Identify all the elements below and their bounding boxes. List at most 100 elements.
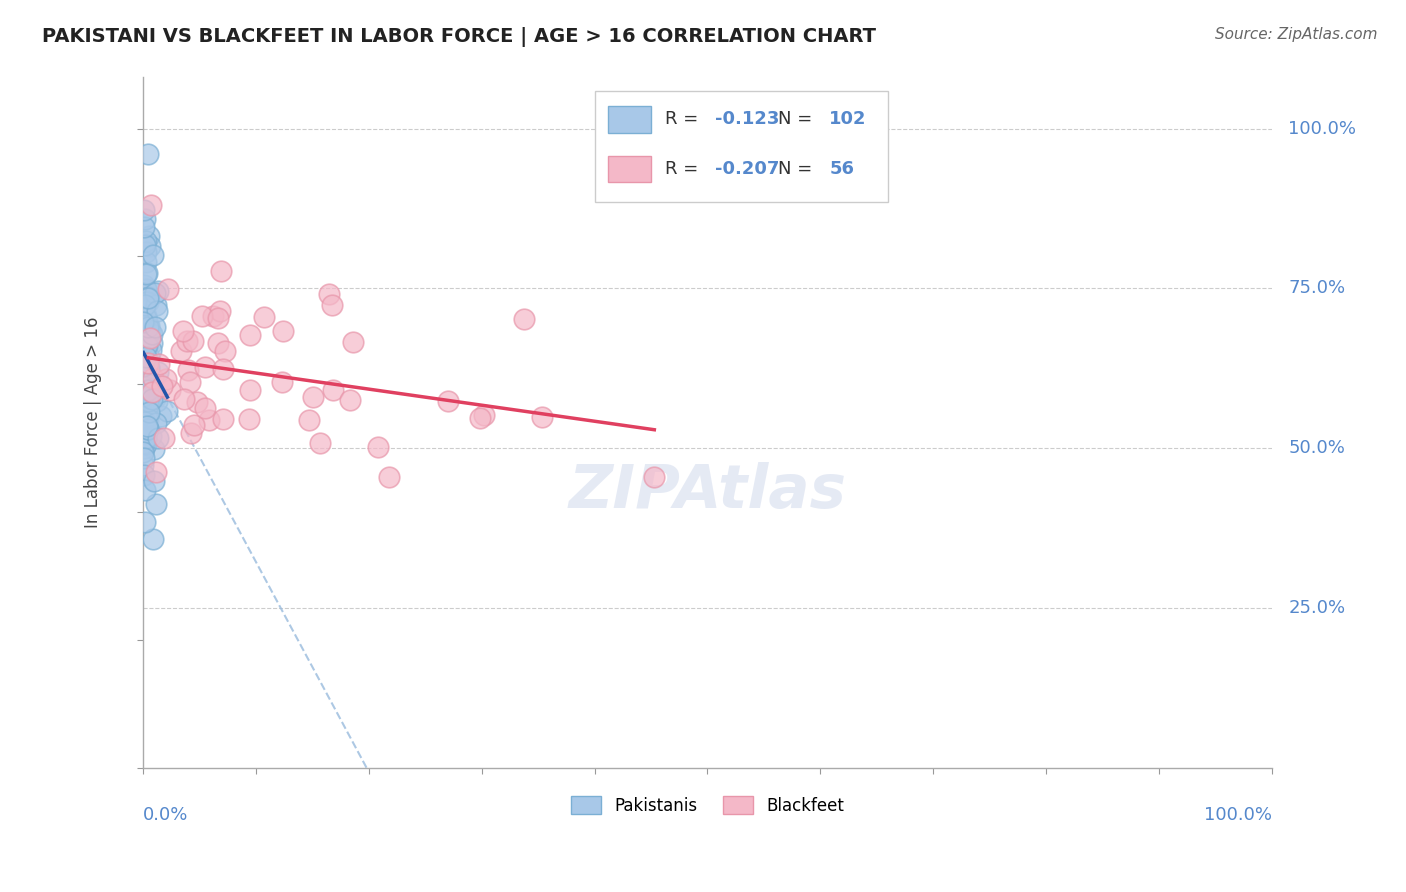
Point (159, 383, 181, 397)
Text: N =: N = (779, 110, 818, 128)
Point (138, 350, 160, 364)
Point (139, 392, 162, 407)
Point (132, 372, 155, 386)
Point (135, 234, 157, 248)
Point (134, 211, 156, 226)
Point (135, 332, 157, 346)
Point (437, 393, 460, 408)
Point (208, 303, 231, 318)
Point (207, 336, 229, 351)
Point (145, 416, 167, 430)
Point (136, 329, 159, 343)
Point (134, 417, 156, 432)
Point (138, 319, 160, 334)
Point (132, 458, 155, 472)
Point (132, 389, 155, 403)
Point (135, 431, 157, 445)
Point (169, 343, 191, 358)
Point (139, 343, 162, 357)
Point (136, 320, 159, 334)
Point (149, 409, 172, 423)
Point (141, 392, 163, 406)
Point (132, 379, 155, 393)
Point (339, 393, 361, 408)
Point (322, 383, 344, 397)
Point (135, 244, 157, 259)
Text: R =: R = (665, 110, 703, 128)
Point (139, 429, 162, 443)
Point (134, 378, 156, 392)
Point (145, 304, 167, 318)
Point (207, 311, 229, 326)
Point (173, 392, 195, 407)
Point (177, 363, 200, 377)
Point (142, 248, 165, 262)
Point (134, 516, 156, 530)
Point (132, 278, 155, 293)
Point (302, 390, 325, 404)
Point (472, 408, 495, 422)
Point (134, 436, 156, 450)
Point (136, 394, 159, 409)
Point (132, 203, 155, 218)
Point (214, 344, 236, 359)
Point (142, 474, 165, 488)
Point (146, 284, 169, 298)
Point (135, 356, 157, 370)
Text: 100.0%: 100.0% (1204, 805, 1271, 823)
Point (172, 324, 194, 338)
Text: In Labor Force | Age > 16: In Labor Force | Age > 16 (83, 317, 101, 528)
Text: 75.0%: 75.0% (1288, 279, 1346, 297)
Point (136, 291, 159, 305)
Point (138, 229, 160, 244)
Point (132, 407, 155, 421)
Point (146, 394, 169, 409)
Point (136, 370, 159, 384)
Point (132, 356, 155, 370)
Point (132, 236, 155, 251)
Point (194, 401, 217, 415)
Point (136, 383, 159, 397)
Text: Source: ZipAtlas.com: Source: ZipAtlas.com (1215, 27, 1378, 42)
Point (136, 291, 159, 305)
Point (145, 497, 167, 511)
Point (148, 357, 170, 371)
Point (141, 387, 163, 401)
Point (136, 376, 159, 391)
Point (138, 361, 160, 376)
Point (139, 331, 162, 345)
Point (132, 321, 155, 335)
FancyBboxPatch shape (595, 91, 889, 202)
Point (512, 311, 534, 326)
Point (198, 413, 221, 427)
Point (157, 282, 180, 296)
Point (239, 384, 262, 398)
Point (134, 283, 156, 297)
Point (134, 380, 156, 394)
Point (180, 426, 202, 441)
Point (142, 532, 165, 546)
Text: ZIPAtlas: ZIPAtlas (568, 462, 846, 521)
Point (135, 317, 157, 331)
Point (176, 334, 198, 348)
Point (183, 417, 205, 432)
Point (142, 442, 165, 456)
Point (271, 375, 294, 389)
Point (132, 315, 155, 329)
Point (134, 298, 156, 312)
Point (136, 355, 159, 369)
Point (135, 309, 157, 323)
Text: 50.0%: 50.0% (1288, 439, 1346, 457)
Point (141, 327, 163, 342)
Point (135, 410, 157, 425)
Point (135, 309, 157, 323)
Point (152, 431, 174, 445)
Point (146, 365, 169, 379)
Point (135, 266, 157, 280)
Text: PAKISTANI VS BLACKFEET IN LABOR FORCE | AGE > 16 CORRELATION CHART: PAKISTANI VS BLACKFEET IN LABOR FORCE | … (42, 27, 876, 46)
Point (135, 338, 157, 352)
Point (135, 254, 157, 268)
Point (139, 238, 162, 252)
Point (136, 295, 159, 310)
Point (201, 309, 224, 323)
